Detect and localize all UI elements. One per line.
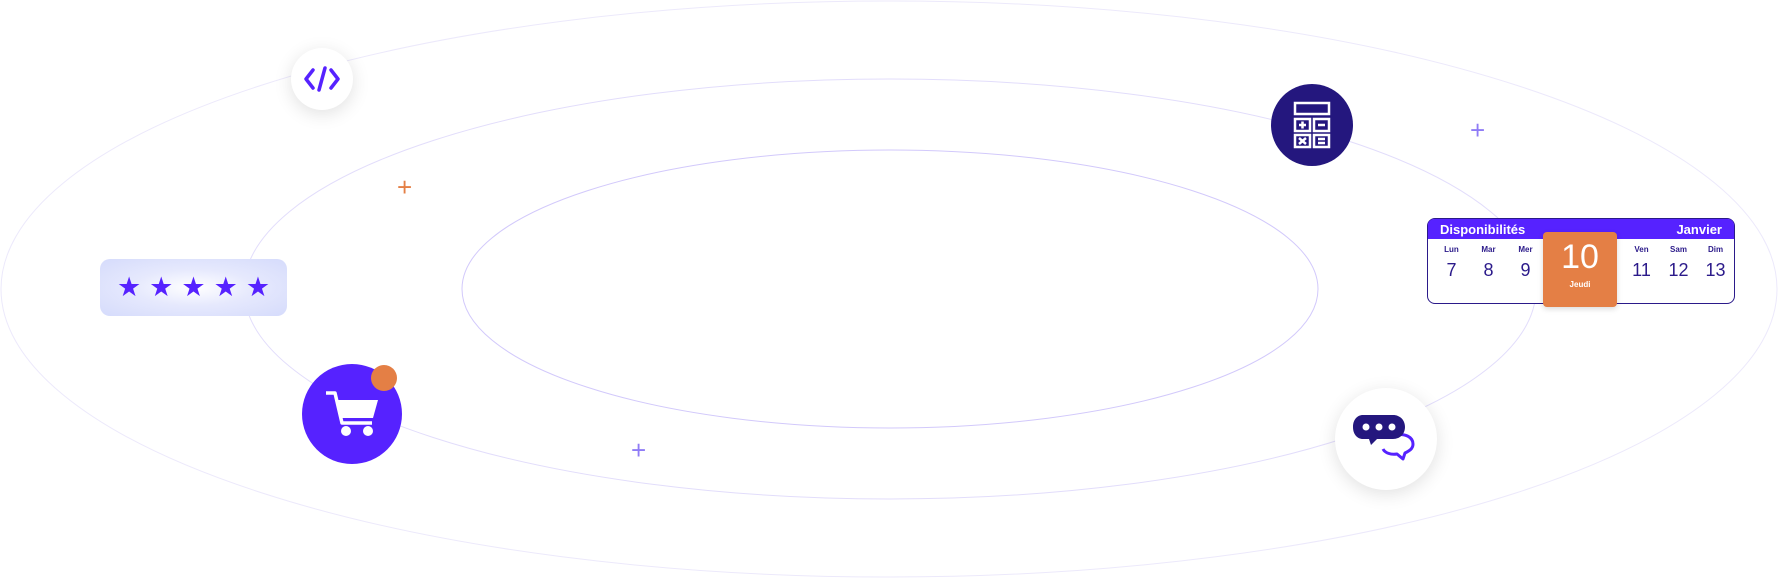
day-name: Mer xyxy=(1518,245,1533,254)
selected-day-name: Jeudi xyxy=(1569,280,1591,289)
calendar-title: Disponibilités xyxy=(1440,221,1526,237)
notification-dot xyxy=(371,365,397,391)
day-number: 9 xyxy=(1520,260,1531,280)
calculator-icon xyxy=(1293,101,1331,149)
day-name: Lun xyxy=(1444,245,1459,254)
day-number: 12 xyxy=(1668,260,1689,280)
calculator-badge xyxy=(1271,84,1353,166)
calendar-day[interactable]: Sam 12 xyxy=(1660,245,1697,281)
calendar-day[interactable]: Mar 8 xyxy=(1470,245,1507,281)
day-name: Ven xyxy=(1634,245,1649,254)
day-number: 8 xyxy=(1483,260,1494,280)
calendar-header: Disponibilités Janvier xyxy=(1428,219,1734,239)
plus-icon: + xyxy=(631,435,647,465)
star-rating: ★ ★ ★ ★ ★ xyxy=(100,259,287,316)
calendar-day[interactable]: Mer 9 xyxy=(1507,245,1544,281)
chat-badge xyxy=(1335,388,1437,490)
day-number: 7 xyxy=(1446,260,1457,280)
chat-bubbles-icon xyxy=(1353,415,1415,461)
calendar-day[interactable]: Dim 13 xyxy=(1697,245,1734,281)
star-icon: ★ xyxy=(149,272,174,302)
star-icon: ★ xyxy=(245,272,271,302)
plus-icon: + xyxy=(1470,115,1486,145)
code-badge xyxy=(291,48,353,110)
calendar-month: Janvier xyxy=(1676,221,1722,237)
day-name: Mar xyxy=(1481,245,1496,254)
day-name: Dim xyxy=(1707,245,1724,254)
selected-day[interactable]: 10 Jeudi xyxy=(1543,232,1617,307)
star-icon: ★ xyxy=(181,272,206,302)
day-number: 11 xyxy=(1632,260,1651,280)
code-icon xyxy=(304,66,340,92)
shopping-cart-icon xyxy=(326,391,378,436)
plus-icon: + xyxy=(397,172,413,202)
star-icon: ★ xyxy=(116,272,142,302)
inner-orbit xyxy=(461,149,1319,429)
calendar-day[interactable]: Ven 11 xyxy=(1623,245,1660,281)
calendar-day[interactable]: Lun 7 xyxy=(1433,245,1470,281)
star-icon: ★ xyxy=(213,272,238,302)
day-name: Sam xyxy=(1670,245,1687,254)
selected-day-number: 10 xyxy=(1561,238,1599,276)
day-number: 13 xyxy=(1705,260,1726,280)
